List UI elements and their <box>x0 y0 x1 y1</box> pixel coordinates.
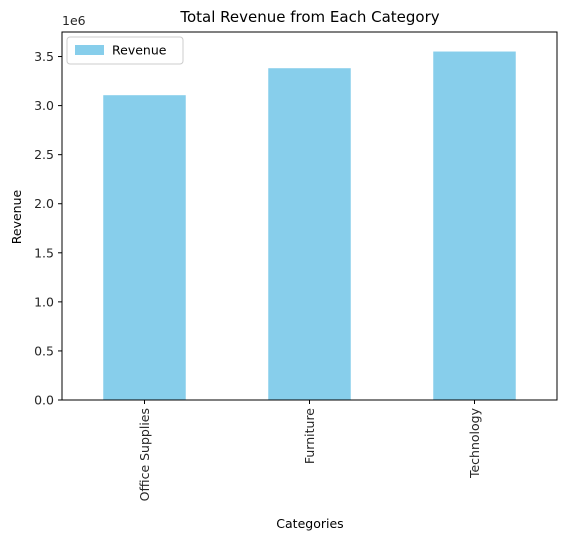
bar-furniture <box>268 68 351 401</box>
x-axis-title: Categories <box>276 516 343 531</box>
legend-box <box>66 36 184 65</box>
y-tick-label: 0.5 <box>34 343 54 358</box>
x-tick-label: Technology <box>467 407 482 479</box>
y-tick-label: 1.0 <box>34 294 54 309</box>
legend-swatch <box>75 45 104 55</box>
plot-frame <box>61 31 558 401</box>
y-tick-label: 2.5 <box>34 147 54 162</box>
bars-layer <box>103 51 516 401</box>
y-tick-label: 1.5 <box>34 245 54 260</box>
legend-label: Revenue <box>112 43 167 58</box>
x-axis: Office Supplies Furniture Technology <box>137 400 482 501</box>
y-tick-label: 3.5 <box>34 49 54 64</box>
legend: Revenue <box>66 36 184 65</box>
y-axis: 0.0 0.5 1.0 1.5 2.0 2.5 3.0 3.5 <box>34 49 62 408</box>
bar-technology <box>433 51 516 400</box>
chart-title: Total Revenue from Each Category <box>179 8 439 26</box>
y-tick-label: 2.0 <box>34 196 54 211</box>
x-tick-label: Furniture <box>302 408 317 464</box>
y-tick-label: 3.0 <box>34 98 54 113</box>
y-axis-title: Revenue <box>9 189 24 244</box>
x-tick-label: Office Supplies <box>137 408 152 501</box>
bar-office-supplies <box>103 95 186 400</box>
y-tick-label: 0.0 <box>34 393 54 408</box>
y-axis-offset-label: 1e6 <box>62 13 86 28</box>
